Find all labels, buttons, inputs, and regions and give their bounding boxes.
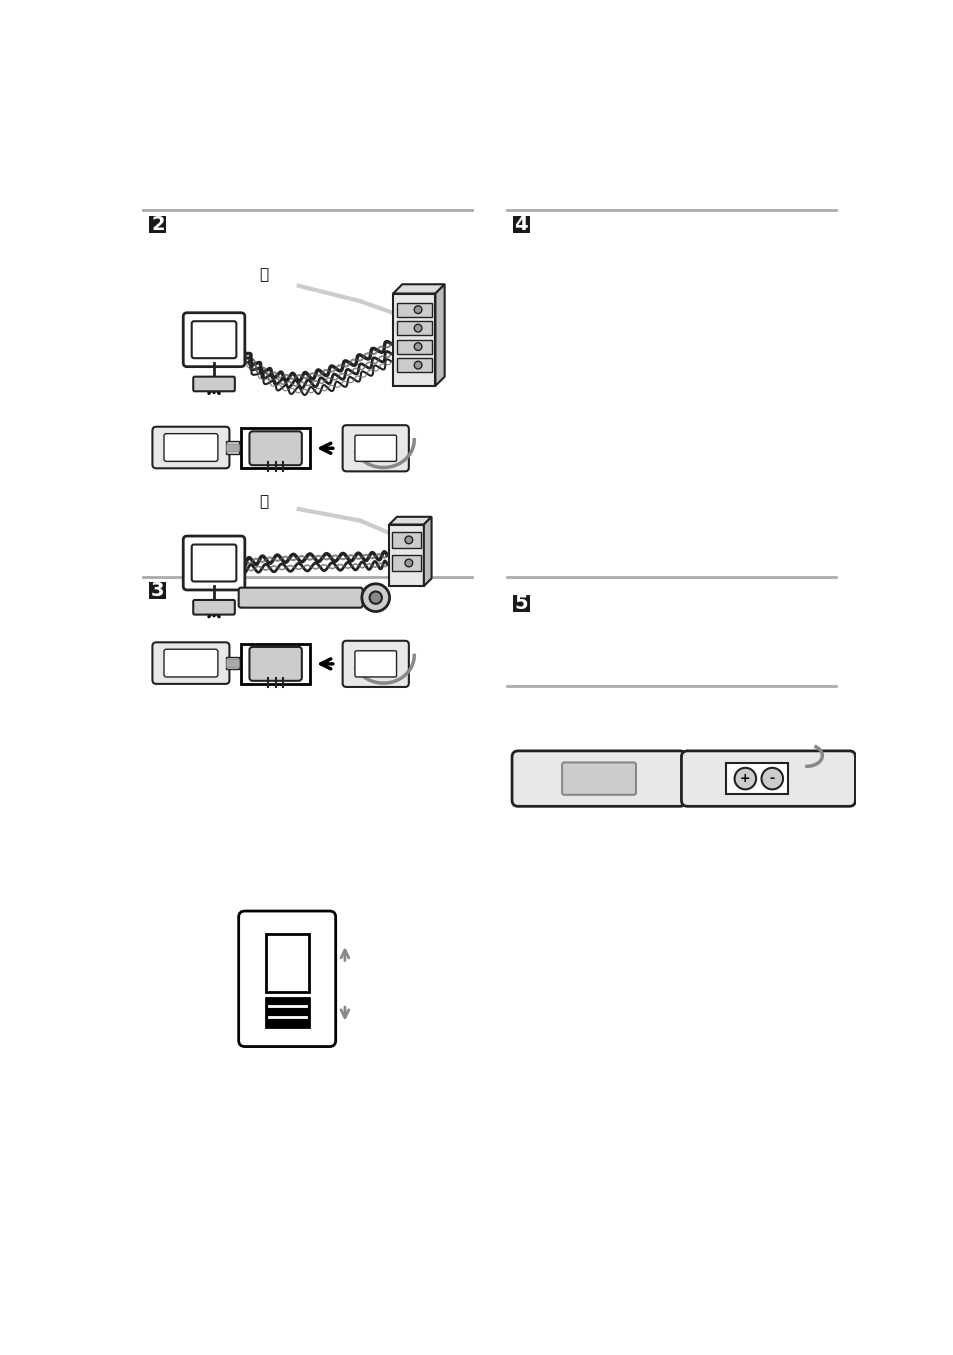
Bar bbox=[225, 657, 239, 669]
Text: 3: 3 bbox=[151, 581, 165, 600]
FancyBboxPatch shape bbox=[355, 650, 396, 678]
Bar bbox=[150, 583, 166, 599]
FancyBboxPatch shape bbox=[355, 435, 396, 461]
Bar bbox=[725, 763, 787, 794]
Circle shape bbox=[760, 768, 782, 790]
Bar bbox=[396, 358, 431, 373]
FancyBboxPatch shape bbox=[342, 641, 409, 687]
Bar bbox=[225, 660, 239, 667]
FancyBboxPatch shape bbox=[680, 751, 855, 806]
Bar bbox=[266, 999, 309, 1027]
Bar bbox=[266, 934, 309, 992]
FancyBboxPatch shape bbox=[238, 588, 362, 607]
Text: Ⓑ: Ⓑ bbox=[259, 495, 269, 509]
Text: +: + bbox=[740, 772, 750, 785]
Circle shape bbox=[414, 343, 421, 351]
Circle shape bbox=[361, 584, 389, 611]
Circle shape bbox=[405, 537, 413, 543]
Circle shape bbox=[734, 768, 756, 790]
Text: Ⓐ: Ⓐ bbox=[259, 267, 269, 282]
FancyBboxPatch shape bbox=[164, 649, 217, 678]
FancyBboxPatch shape bbox=[249, 646, 301, 680]
Bar bbox=[225, 442, 239, 454]
Bar bbox=[225, 443, 239, 451]
FancyBboxPatch shape bbox=[152, 642, 229, 684]
Bar bbox=[396, 302, 431, 317]
FancyBboxPatch shape bbox=[183, 537, 245, 589]
FancyBboxPatch shape bbox=[238, 911, 335, 1046]
FancyBboxPatch shape bbox=[152, 427, 229, 469]
FancyBboxPatch shape bbox=[561, 763, 636, 795]
FancyBboxPatch shape bbox=[192, 321, 236, 358]
Bar bbox=[513, 215, 529, 233]
FancyBboxPatch shape bbox=[164, 434, 217, 461]
Bar bbox=[241, 644, 310, 684]
FancyBboxPatch shape bbox=[249, 431, 301, 465]
Bar bbox=[392, 556, 420, 570]
Circle shape bbox=[414, 362, 421, 369]
Polygon shape bbox=[423, 516, 431, 587]
Text: 5: 5 bbox=[514, 593, 528, 612]
FancyBboxPatch shape bbox=[512, 751, 685, 806]
Bar bbox=[150, 215, 166, 233]
Bar bbox=[396, 321, 431, 335]
Polygon shape bbox=[393, 285, 444, 294]
Polygon shape bbox=[435, 285, 444, 386]
Circle shape bbox=[414, 306, 421, 313]
Text: -: - bbox=[769, 772, 774, 785]
FancyBboxPatch shape bbox=[193, 600, 234, 615]
FancyBboxPatch shape bbox=[342, 425, 409, 472]
Bar bbox=[392, 533, 420, 547]
Text: 4: 4 bbox=[514, 214, 528, 233]
Bar bbox=[389, 524, 423, 587]
FancyBboxPatch shape bbox=[192, 545, 236, 581]
Bar bbox=[513, 595, 529, 611]
FancyBboxPatch shape bbox=[193, 377, 234, 392]
Circle shape bbox=[414, 324, 421, 332]
Circle shape bbox=[405, 560, 413, 566]
FancyBboxPatch shape bbox=[183, 313, 245, 367]
Bar bbox=[241, 428, 310, 469]
Text: 2: 2 bbox=[151, 214, 165, 233]
Bar bbox=[393, 294, 435, 386]
Bar bbox=[396, 340, 431, 354]
Circle shape bbox=[369, 592, 381, 604]
Polygon shape bbox=[389, 516, 431, 524]
